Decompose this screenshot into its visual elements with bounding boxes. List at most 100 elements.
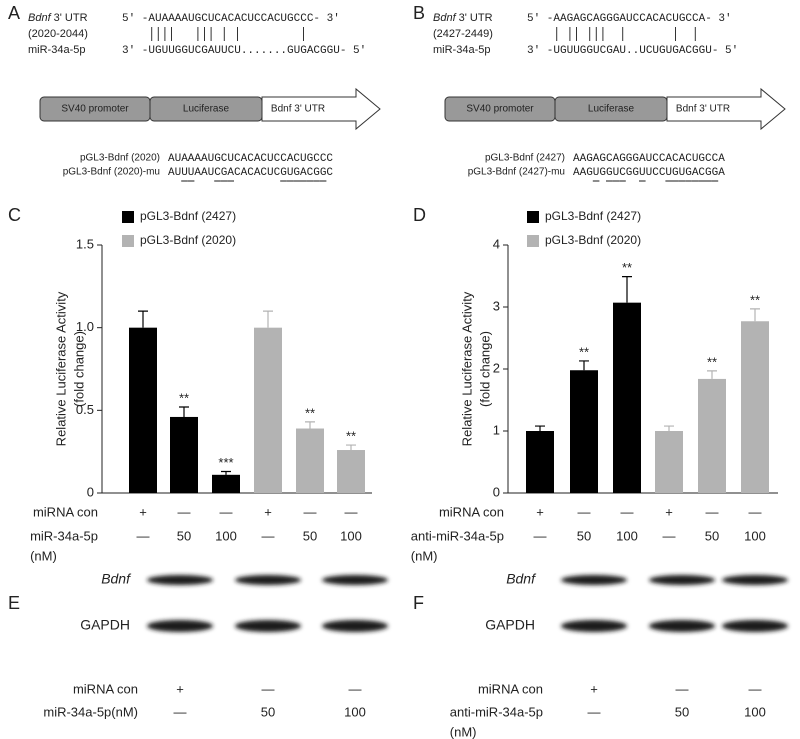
blot-band: [561, 620, 627, 632]
condition-label: anti-miR-34a-5p: [411, 528, 504, 543]
condition-value: 50: [675, 704, 689, 719]
y-tick-label: 0.5: [76, 402, 94, 417]
error-bar: [221, 470, 231, 475]
condition-value: 50: [261, 704, 275, 719]
condition-value: —: [749, 504, 762, 519]
reporter-sequence: AAGAGCAGGGAUCCACACUGCCA: [573, 153, 725, 165]
utr-range: (2020-2044): [28, 28, 88, 40]
condition-value: +: [536, 504, 544, 519]
significance: **: [305, 405, 315, 420]
condition-value: —: [262, 528, 275, 543]
condition-value: +: [264, 504, 272, 519]
bar: [170, 416, 198, 493]
bar: [613, 302, 641, 493]
condition-value: —: [304, 504, 317, 519]
gene-name: Bdnf: [433, 12, 457, 24]
legend-swatch: [527, 211, 539, 223]
utr-label: 3' UTR: [459, 12, 493, 24]
condition-value: 50: [705, 528, 719, 543]
mirna-name: miR-34a-5p: [433, 44, 490, 56]
condition-label: miR-34a-5p(nM): [43, 704, 138, 719]
legend-label: pGL3-Bdnf (2427): [140, 209, 236, 223]
gene-name: Bdnf: [28, 12, 52, 24]
condition-label: (nM): [30, 548, 57, 563]
condition-value: —: [706, 504, 719, 519]
blot-band: [322, 620, 388, 632]
condition-value: +: [590, 681, 598, 696]
panel-label: F: [413, 593, 424, 613]
error-bar: [707, 370, 717, 379]
y-axis-label: Relative Luciferase Activity: [53, 291, 68, 446]
condition-label: miRNA con: [33, 504, 98, 519]
significance: ***: [218, 455, 233, 470]
construct-label: Bdnf 3' UTR: [271, 104, 325, 115]
condition-value: 50: [577, 528, 591, 543]
bar: [337, 450, 365, 493]
condition-label: miRNA con: [439, 504, 504, 519]
significance: **: [750, 292, 760, 307]
condition-value: —: [663, 528, 676, 543]
condition-value: —: [262, 681, 275, 696]
bar: [698, 378, 726, 493]
error-bar: [263, 310, 273, 328]
significance: **: [707, 354, 717, 369]
utr-arrow: [666, 87, 786, 131]
blot-band: [649, 575, 715, 585]
panel-label: C: [8, 205, 21, 225]
construct-label: Bdnf 3' UTR: [676, 104, 730, 115]
error-bar: [622, 276, 632, 303]
bar: [129, 327, 157, 493]
error-bar: [750, 308, 760, 322]
condition-value: —: [621, 504, 634, 519]
significance: **: [622, 260, 632, 275]
condition-value: +: [176, 681, 184, 696]
mirna-sequence: 3' -UGUUGGUCGAU..UCUGUGACGGU- 5': [527, 45, 738, 57]
y-axis-label: Relative Luciferase Activity: [459, 291, 474, 446]
construct-label: Luciferase: [588, 104, 635, 115]
construct-label: Luciferase: [183, 104, 230, 115]
mirna-name: miR-34a-5p: [28, 44, 85, 56]
y-tick-label: 2: [493, 360, 500, 375]
blot-band: [147, 575, 213, 585]
significance: **: [579, 344, 589, 359]
reporter-name: pGL3-Bdnf (2427): [485, 153, 565, 164]
bar: [741, 321, 769, 493]
blot-band: [147, 620, 213, 632]
condition-value: —: [349, 681, 362, 696]
error-bar: [179, 406, 189, 417]
condition-value: —: [749, 681, 762, 696]
construct-label: SV40 promoter: [61, 104, 129, 115]
panel-label: E: [8, 593, 20, 613]
y-tick-label: 0: [87, 484, 94, 499]
y-tick-label: 1.5: [76, 236, 94, 251]
panel-label: B: [413, 3, 425, 23]
construct-label: SV40 promoter: [466, 104, 534, 115]
legend-swatch: [527, 235, 539, 247]
band-label: GAPDH: [485, 617, 535, 633]
bar: [254, 327, 282, 493]
reporter-name: pGL3-Bdnf (2020)-mu: [63, 167, 160, 178]
legend-label: pGL3-Bdnf (2020): [140, 233, 236, 247]
condition-value: —: [174, 704, 187, 719]
blot-band: [561, 575, 627, 585]
utr-range: (2427-2449): [433, 28, 493, 40]
y-axis-label: (fold change): [477, 331, 492, 407]
blot-band: [722, 620, 788, 632]
panel-label: D: [413, 205, 426, 225]
reporter-sequence: AUAAAAUGCUCACACUCCACUGCCC: [168, 153, 333, 165]
utr-sequence: 5' -AAGAGCAGGGAUCCACACUGCCA- 3': [527, 13, 732, 25]
condition-value: 100: [340, 528, 362, 543]
band-label: GAPDH: [80, 617, 130, 633]
reporter-sequence: AUUUAAUCGACACACUCGUGACGGC: [168, 167, 333, 179]
bar: [212, 474, 240, 493]
band-label: Bdnf: [101, 571, 132, 587]
condition-value: —: [534, 528, 547, 543]
condition-value: 50: [177, 528, 191, 543]
condition-value: 100: [215, 528, 237, 543]
condition-value: 100: [744, 704, 766, 719]
y-tick-label: 1.0: [76, 319, 94, 334]
condition-value: —: [137, 528, 150, 543]
significance: **: [179, 390, 189, 405]
condition-value: 50: [303, 528, 317, 543]
condition-label: miR-34a-5p: [30, 528, 98, 543]
